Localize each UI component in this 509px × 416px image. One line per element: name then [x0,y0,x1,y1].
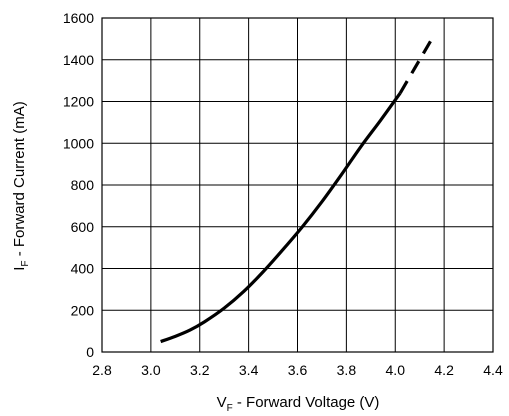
grid [101,17,494,353]
y-tick-label: 0 [86,344,94,360]
series-group [160,38,434,344]
x-axis-title: VF - Forward Voltage (V) [217,394,380,414]
y-tick-label: 200 [71,302,95,318]
y-axis-title: IF - Forward Current (mA) [11,101,31,270]
x-tick-label: 3.4 [239,362,259,378]
x-tick-labels: 2.8 3.0 3.2 3.4 3.6 3.8 4.0 4.2 4.4 [92,362,503,378]
y-tick-label: 1000 [63,135,94,151]
y-tick-label: 800 [71,177,95,193]
x-tick-label: 3.8 [337,362,357,378]
x-tick-label: 3.2 [190,362,210,378]
y-tick-label: 600 [71,219,95,235]
x-tick-label: 3.6 [288,362,308,378]
x-tick-label: 4.4 [483,362,503,378]
y-tick-label: 400 [71,261,95,277]
y-tick-label: 1200 [63,94,94,110]
plot-frame [101,17,494,353]
x-tick-label: 4.2 [434,362,454,378]
y-tick-label: 1600 [63,10,94,26]
y-tick-labels: 0 200 400 600 800 1000 1200 1400 1600 [63,10,94,360]
x-tick-label: 3.0 [141,362,161,378]
y-tick-label: 1400 [63,52,94,68]
x-tick-label: 2.8 [92,362,112,378]
x-tick-label: 4.0 [386,362,406,378]
extrapolated-curve [398,38,434,94]
forward-current-curve [160,92,402,344]
